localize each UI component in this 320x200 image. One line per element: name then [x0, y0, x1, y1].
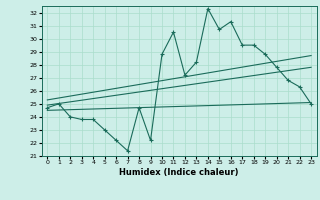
X-axis label: Humidex (Indice chaleur): Humidex (Indice chaleur): [119, 168, 239, 177]
